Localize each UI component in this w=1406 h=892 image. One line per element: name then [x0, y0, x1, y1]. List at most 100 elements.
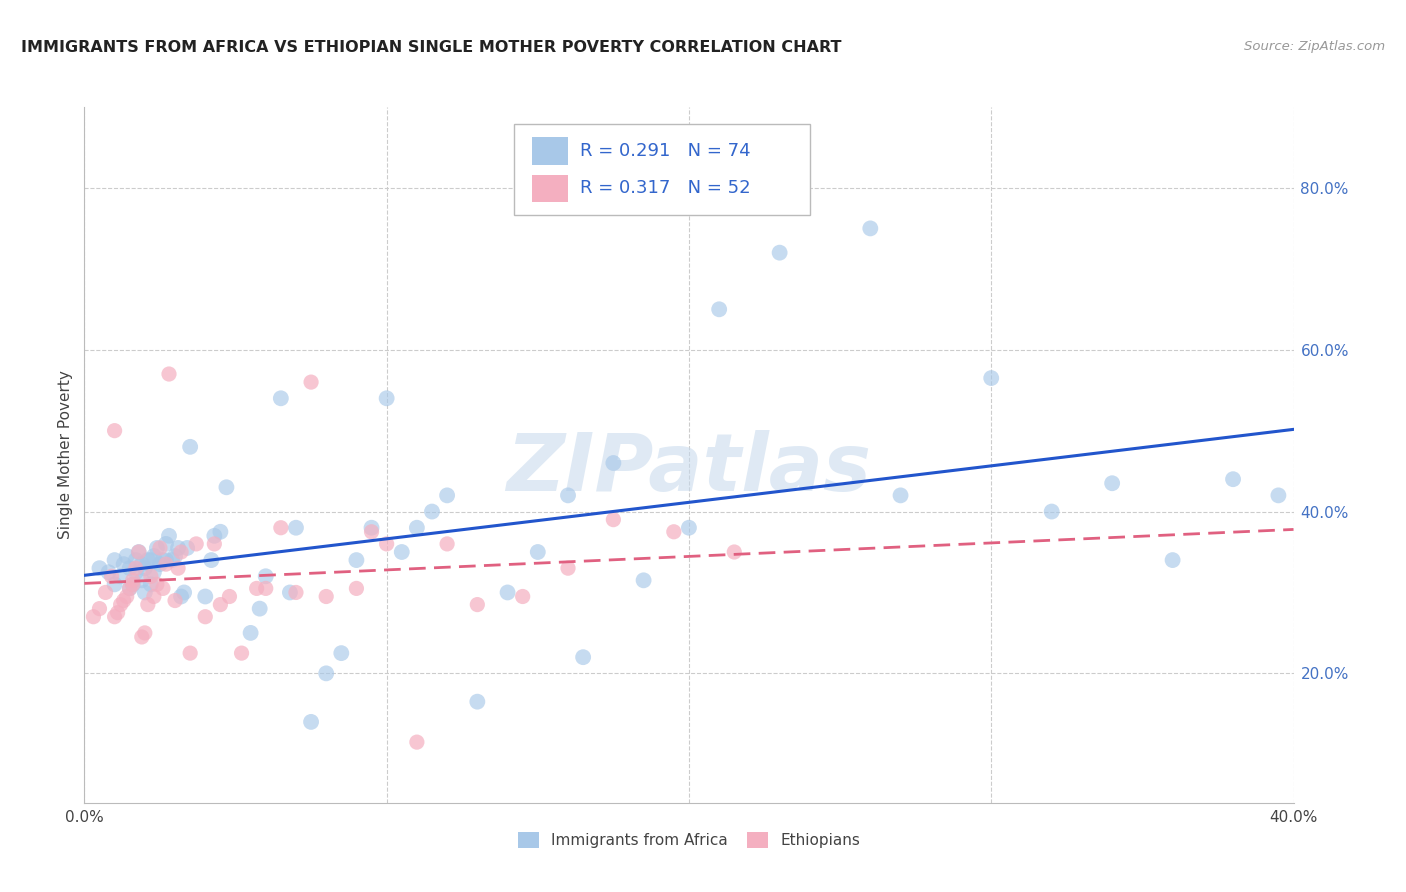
Point	[118, 582, 141, 596]
Point	[134, 561, 156, 575]
Point	[165, 549, 187, 563]
Point	[170, 590, 193, 604]
Point	[115, 549, 138, 563]
Point	[110, 598, 132, 612]
Point	[1161, 553, 1184, 567]
Point	[100, 569, 122, 583]
Point	[231, 646, 253, 660]
Point	[94, 585, 117, 599]
Point	[167, 541, 190, 555]
Point	[176, 541, 198, 555]
Point	[107, 606, 129, 620]
Point	[134, 626, 156, 640]
Text: R = 0.317   N = 52: R = 0.317 N = 52	[581, 179, 751, 197]
Point	[709, 302, 731, 317]
Point	[110, 569, 132, 583]
Point	[202, 537, 225, 551]
Point	[406, 735, 429, 749]
Point	[346, 582, 368, 596]
Point	[270, 521, 292, 535]
Bar	[531, 175, 568, 202]
Point	[375, 537, 398, 551]
Point	[152, 582, 174, 596]
Point	[602, 513, 624, 527]
Point	[572, 650, 595, 665]
Point	[157, 529, 180, 543]
Point	[149, 557, 172, 571]
Point	[170, 545, 193, 559]
Point	[375, 392, 398, 406]
Point	[254, 582, 277, 596]
Point	[557, 561, 579, 575]
Point	[97, 566, 120, 580]
Point	[1222, 472, 1244, 486]
Text: Source: ZipAtlas.com: Source: ZipAtlas.com	[1244, 40, 1385, 54]
Point	[285, 521, 308, 535]
Point	[246, 582, 269, 596]
Point	[104, 553, 127, 567]
Point	[136, 598, 159, 612]
Point	[115, 590, 138, 604]
Point	[128, 545, 150, 559]
Point	[391, 545, 413, 559]
Point	[769, 245, 792, 260]
Point	[662, 524, 685, 539]
Point	[186, 537, 208, 551]
Point	[278, 585, 301, 599]
Text: ZIPatlas: ZIPatlas	[506, 430, 872, 508]
Legend: Immigrants from Africa, Ethiopians: Immigrants from Africa, Ethiopians	[512, 826, 866, 855]
Point	[194, 590, 217, 604]
Point	[131, 574, 153, 588]
Point	[89, 601, 111, 615]
Point	[118, 561, 141, 575]
Point	[285, 585, 308, 599]
Point	[146, 541, 169, 555]
Point	[1040, 504, 1063, 518]
Point	[128, 545, 150, 559]
Point	[406, 521, 429, 535]
Point	[104, 577, 127, 591]
Point	[125, 553, 148, 567]
Point	[131, 557, 153, 571]
Point	[299, 375, 322, 389]
Point	[152, 553, 174, 567]
Point	[315, 590, 337, 604]
Point	[134, 585, 156, 599]
Point	[200, 553, 222, 567]
Point	[160, 553, 183, 567]
Point	[173, 585, 195, 599]
Point	[209, 598, 232, 612]
Point	[89, 561, 111, 575]
Point	[527, 545, 550, 559]
Point	[125, 561, 148, 575]
Point	[165, 593, 187, 607]
Point	[209, 524, 232, 539]
Point	[436, 537, 458, 551]
Point	[467, 598, 489, 612]
Point	[82, 609, 104, 624]
Point	[202, 529, 225, 543]
Point	[146, 577, 169, 591]
Point	[149, 541, 172, 555]
Point	[360, 524, 382, 539]
Point	[155, 537, 177, 551]
Point	[633, 574, 655, 588]
Point	[512, 590, 534, 604]
Point	[218, 590, 240, 604]
Point	[215, 480, 238, 494]
Bar	[531, 137, 568, 165]
Point	[360, 521, 382, 535]
Point	[104, 609, 127, 624]
Point	[118, 582, 141, 596]
Point	[1267, 488, 1289, 502]
Point	[678, 521, 700, 535]
Point	[179, 440, 201, 454]
Point	[330, 646, 353, 660]
Point	[179, 646, 201, 660]
Point	[299, 714, 322, 729]
Text: IMMIGRANTS FROM AFRICA VS ETHIOPIAN SINGLE MOTHER POVERTY CORRELATION CHART: IMMIGRANTS FROM AFRICA VS ETHIOPIAN SING…	[21, 40, 842, 55]
Point	[139, 577, 162, 591]
Point	[125, 566, 148, 580]
Point	[194, 609, 217, 624]
Point	[239, 626, 262, 640]
